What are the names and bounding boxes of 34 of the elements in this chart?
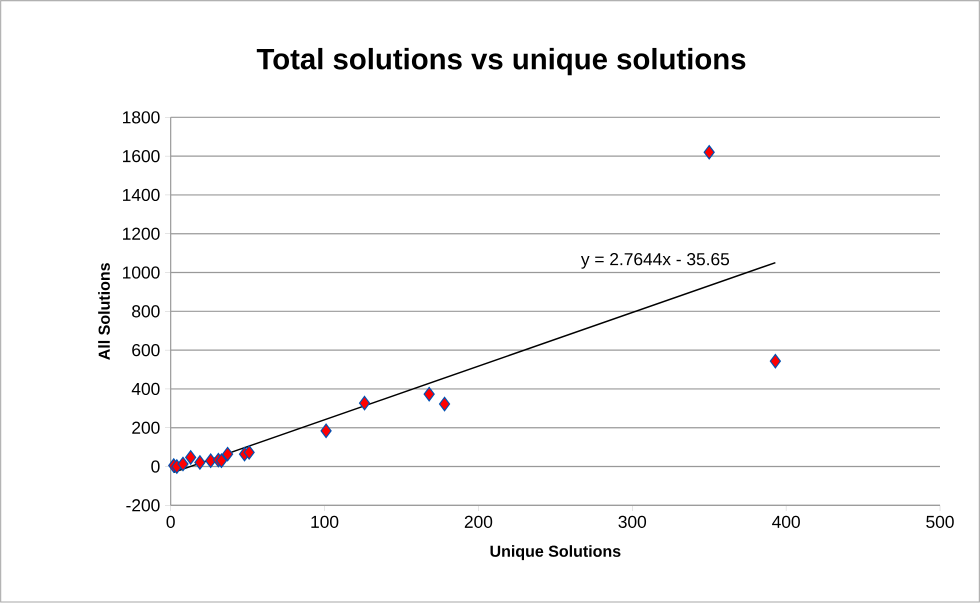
point xyxy=(770,354,781,369)
x-axis-title: Unique Solutions xyxy=(490,545,620,560)
annotation: y = 2.7644x - 35.65 xyxy=(580,253,730,269)
point xyxy=(424,387,435,402)
x-tick-label: 300 xyxy=(618,516,646,528)
point xyxy=(216,454,228,468)
point xyxy=(320,424,332,438)
y-axis-title: All Solutions xyxy=(98,263,110,360)
y-tick-label: 200 xyxy=(132,422,160,434)
y-tick-label: -200 xyxy=(126,499,160,512)
chart-title: Total solutions vs unique solutions xyxy=(256,48,746,76)
point xyxy=(185,450,196,465)
point xyxy=(438,396,450,412)
point xyxy=(222,447,234,462)
x-tick-label: 100 xyxy=(311,516,338,528)
y-tick-label: 400 xyxy=(132,382,160,396)
y-tick-label: 1600 xyxy=(123,150,160,162)
x-tick-label: 400 xyxy=(772,516,800,528)
point xyxy=(177,456,189,472)
y-tick-label: 1400 xyxy=(123,188,160,202)
y-tick-label: 1000 xyxy=(123,266,160,279)
y-tick-label: 1200 xyxy=(123,228,160,240)
x-tick-label: 0 xyxy=(166,516,175,528)
point xyxy=(194,455,206,470)
point xyxy=(244,445,255,460)
y-tick-label: 600 xyxy=(132,344,160,356)
x-tick-label: 500 xyxy=(926,516,954,528)
y-tick-label: 0 xyxy=(151,460,160,473)
point xyxy=(205,454,216,468)
y-tick-label: 800 xyxy=(132,305,160,318)
point xyxy=(704,145,715,160)
y-tick-label: 1800 xyxy=(123,111,160,124)
point xyxy=(358,396,370,411)
x-tick-label: 200 xyxy=(464,516,492,528)
